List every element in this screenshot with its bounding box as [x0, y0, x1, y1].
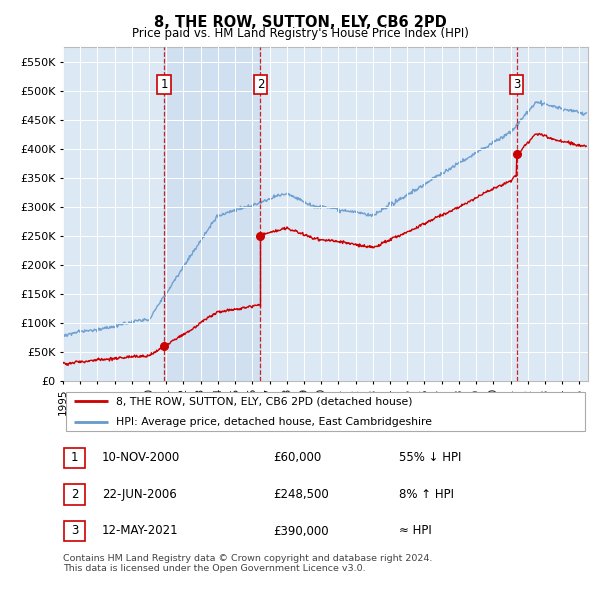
- Text: 2: 2: [257, 78, 264, 91]
- Text: 2: 2: [71, 488, 78, 501]
- Text: 8, THE ROW, SUTTON, ELY, CB6 2PD (detached house): 8, THE ROW, SUTTON, ELY, CB6 2PD (detach…: [115, 396, 412, 407]
- Text: 22-JUN-2006: 22-JUN-2006: [102, 488, 177, 501]
- Text: 1: 1: [71, 451, 78, 464]
- Bar: [164, 47, 260, 381]
- Text: 8, THE ROW, SUTTON, ELY, CB6 2PD: 8, THE ROW, SUTTON, ELY, CB6 2PD: [154, 15, 446, 30]
- Text: £248,500: £248,500: [273, 488, 329, 501]
- Text: 55% ↓ HPI: 55% ↓ HPI: [399, 451, 461, 464]
- Text: HPI: Average price, detached house, East Cambridgeshire: HPI: Average price, detached house, East…: [115, 417, 431, 427]
- Text: 3: 3: [71, 525, 78, 537]
- Text: £390,000: £390,000: [273, 525, 329, 537]
- Text: ≈ HPI: ≈ HPI: [399, 525, 432, 537]
- Text: Contains HM Land Registry data © Crown copyright and database right 2024.
This d: Contains HM Land Registry data © Crown c…: [63, 554, 433, 573]
- Text: 12-MAY-2021: 12-MAY-2021: [102, 525, 179, 537]
- Text: Price paid vs. HM Land Registry's House Price Index (HPI): Price paid vs. HM Land Registry's House …: [131, 27, 469, 40]
- Text: 3: 3: [513, 78, 520, 91]
- Text: 10-NOV-2000: 10-NOV-2000: [102, 451, 180, 464]
- Text: £60,000: £60,000: [273, 451, 321, 464]
- Text: 8% ↑ HPI: 8% ↑ HPI: [399, 488, 454, 501]
- Text: 1: 1: [160, 78, 168, 91]
